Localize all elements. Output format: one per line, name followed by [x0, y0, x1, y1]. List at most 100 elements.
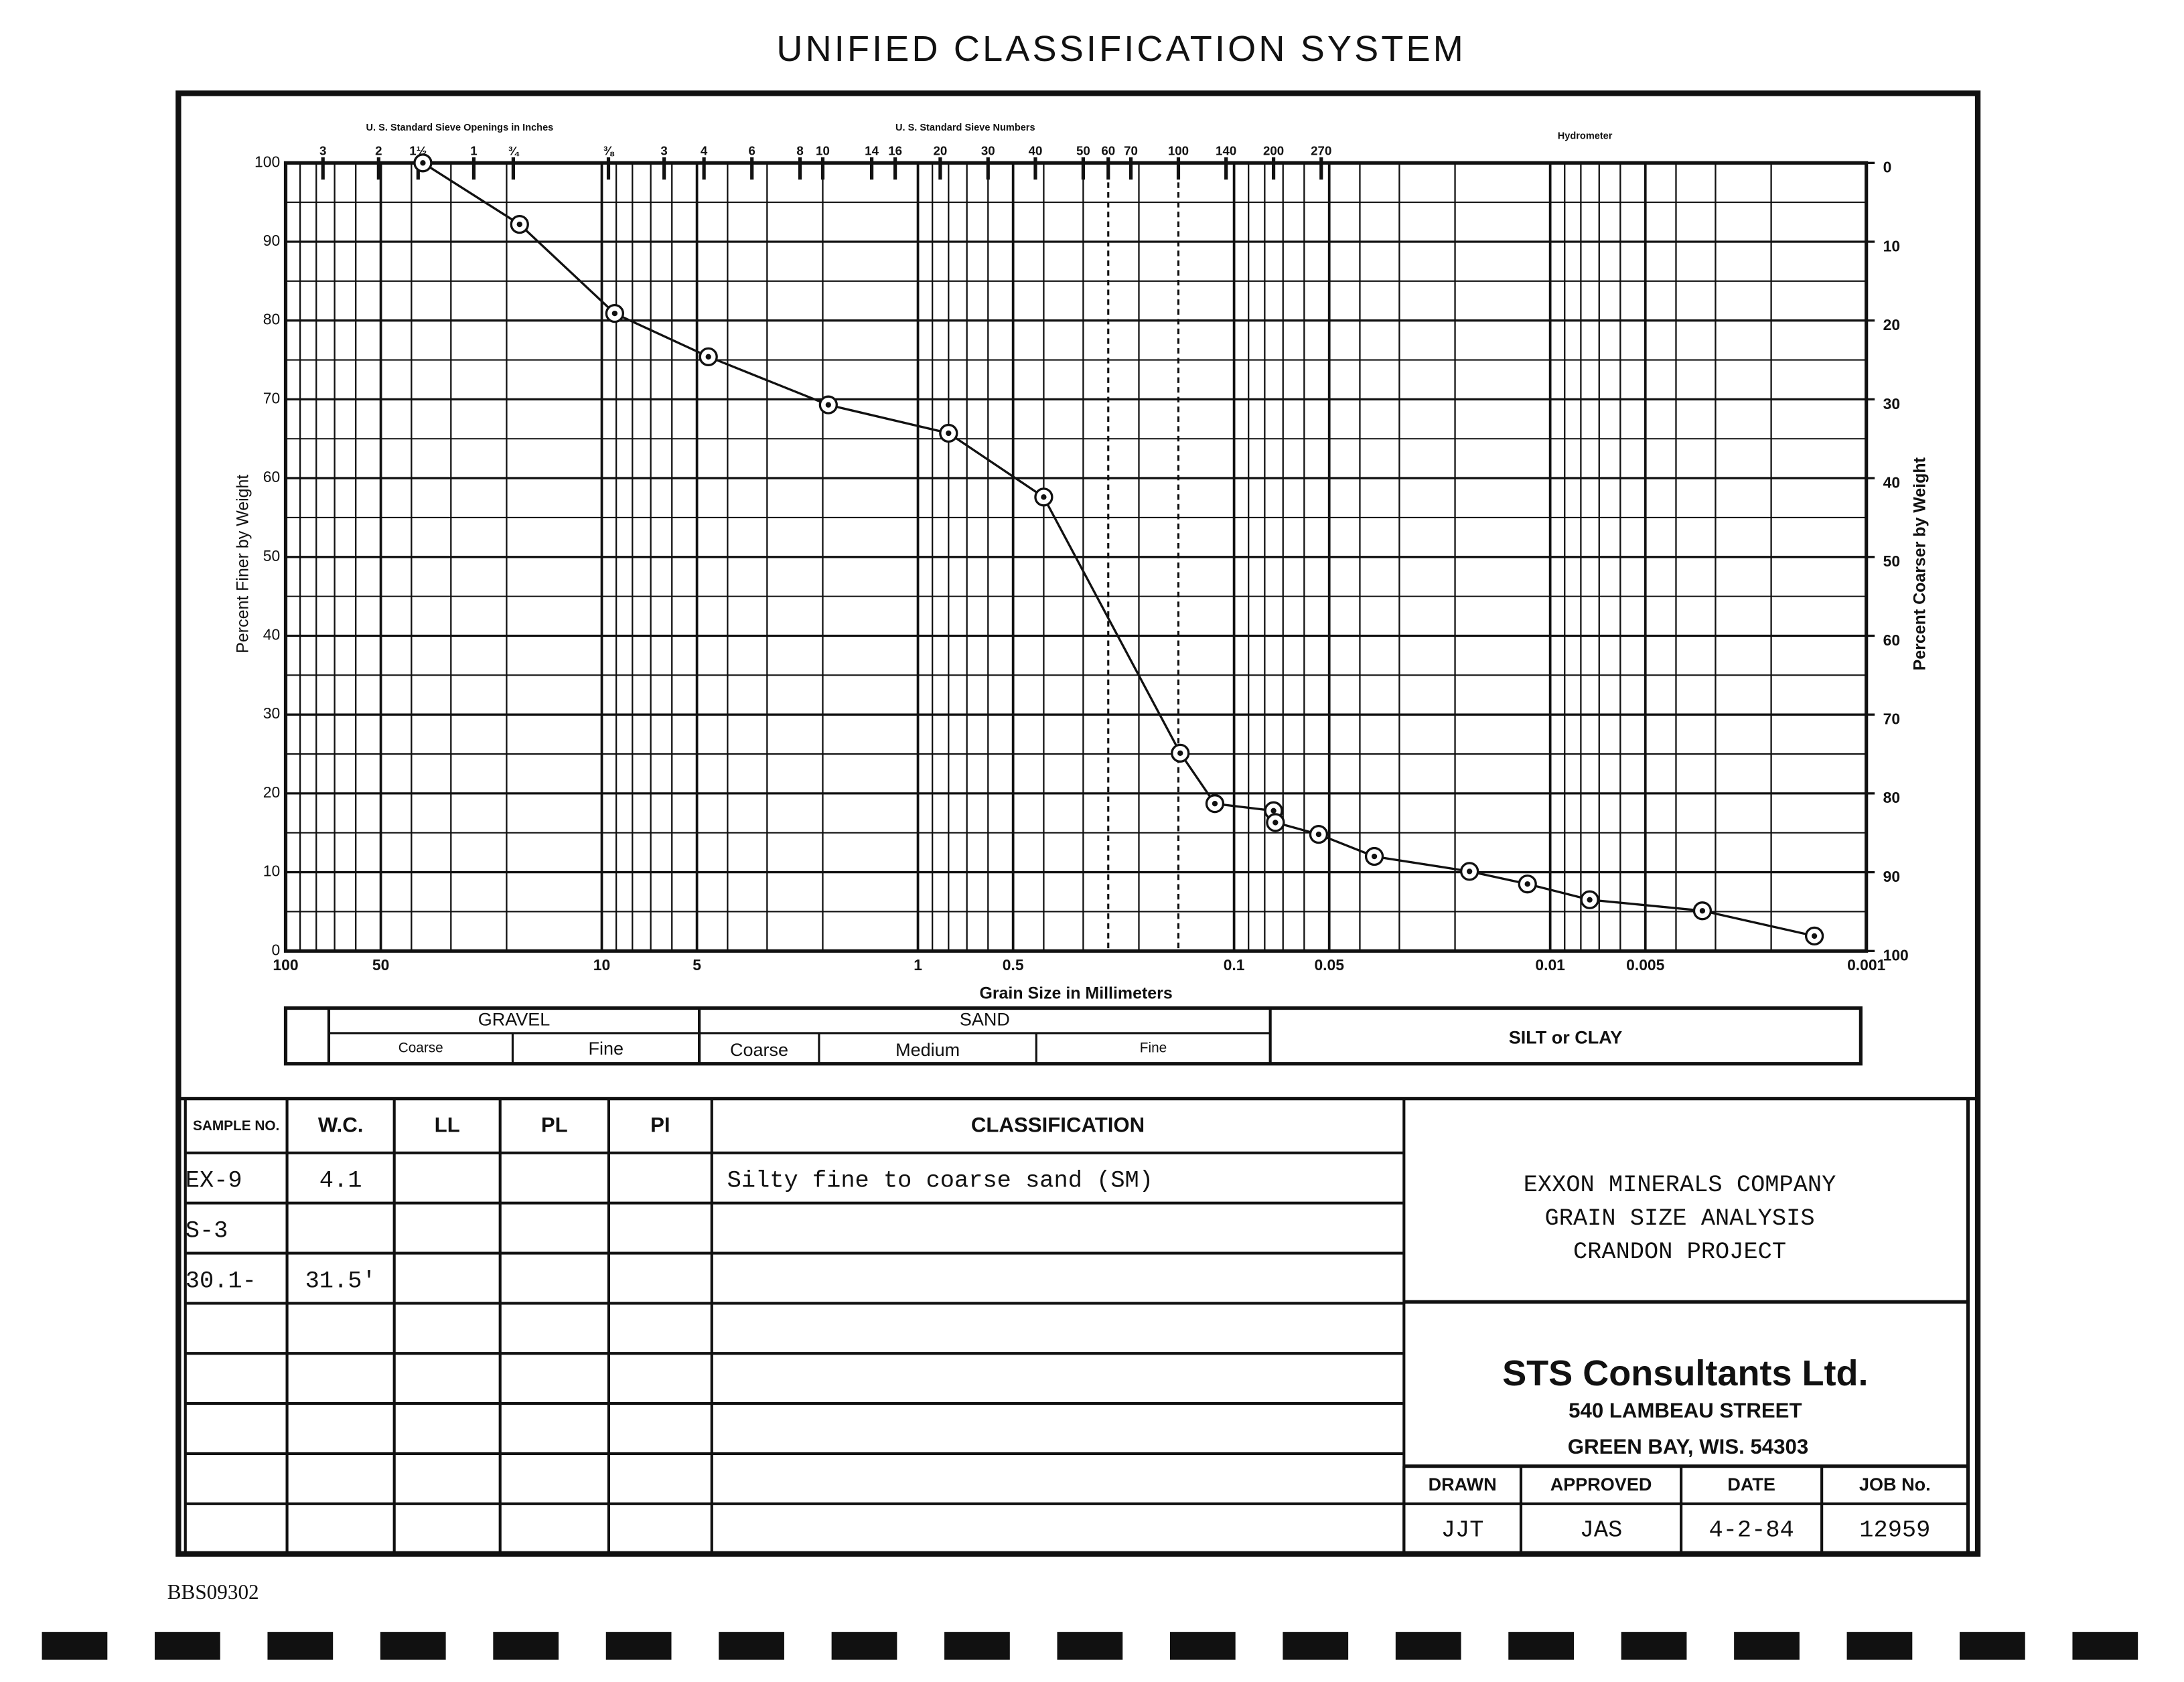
- film-mark: [831, 1632, 897, 1660]
- y-tick-label: 40: [263, 626, 280, 643]
- x2-axis-title: U. S. Standard Sieve Openings in Inches: [366, 123, 554, 133]
- footer-header: APPROVED: [1550, 1474, 1652, 1495]
- y2-axis-title: Percent Coarser by Weight: [1910, 457, 1929, 670]
- x-tick-label: 100: [273, 956, 298, 974]
- x2-tick-label: 3: [660, 144, 667, 158]
- plot-frame: [283, 161, 1869, 953]
- data-point: [1309, 824, 1329, 844]
- x-axis-title: Grain Size in Millimeters: [979, 984, 1172, 1002]
- table-cell: EX-9: [186, 1168, 242, 1195]
- point-dot: [1041, 494, 1047, 500]
- point-dot: [1177, 750, 1183, 757]
- film-mark: [1508, 1632, 1574, 1660]
- table-cell: 4.1: [319, 1168, 362, 1195]
- data-point: [1460, 862, 1479, 881]
- y-tick-label: 80: [263, 311, 280, 328]
- y2-tick-label: 80: [1883, 789, 1900, 806]
- column-header: W.C.: [318, 1114, 364, 1137]
- data-point: [1518, 874, 1537, 894]
- x2-tick-label: 3: [319, 144, 326, 158]
- gradation-curve: [422, 161, 1815, 937]
- x2-tick-label: 4: [701, 144, 708, 158]
- film-mark: [1283, 1632, 1349, 1660]
- x-tick-label: 0.01: [1535, 956, 1565, 974]
- x-tick-label: 0.001: [1847, 956, 1885, 974]
- film-mark: [1960, 1632, 2025, 1660]
- x2-tick-label: 40: [1029, 144, 1043, 158]
- y2-tick-label: 20: [1883, 316, 1900, 333]
- point-dot: [1272, 820, 1279, 826]
- y-tick-label: 30: [263, 704, 280, 722]
- x2-axis-title: U. S. Standard Sieve Numbers: [895, 123, 1035, 133]
- column-header: CLASSIFICATION: [971, 1114, 1145, 1137]
- column-header: PL: [541, 1114, 568, 1137]
- film-mark: [605, 1632, 672, 1660]
- x2-tick-label: 200: [1263, 144, 1284, 158]
- subclass-label: Fine: [1140, 1040, 1167, 1055]
- point-dot: [516, 221, 522, 228]
- data-point: [818, 395, 838, 414]
- table-cell: 30.1-: [186, 1268, 257, 1294]
- point-dot: [705, 354, 711, 360]
- column-header: SAMPLE NO.: [193, 1118, 279, 1134]
- y2-tick-label: 60: [1883, 631, 1900, 649]
- x2-tick-label: 30: [981, 144, 995, 158]
- point-dot: [1371, 853, 1378, 860]
- film-mark: [2072, 1632, 2138, 1660]
- y-tick-label: 10: [263, 862, 280, 880]
- x-tick-label: 5: [693, 956, 701, 974]
- subclass-label: Coarse: [730, 1040, 788, 1060]
- footer-header: DRAWN: [1429, 1474, 1497, 1495]
- class-band: [283, 1006, 1863, 1066]
- point-dot: [611, 310, 618, 317]
- x-tick-label: 0.05: [1314, 956, 1344, 974]
- film-mark: [493, 1632, 559, 1660]
- subclass-label: Fine: [588, 1039, 624, 1059]
- y2-tick-label: 10: [1883, 237, 1900, 254]
- x-tick-label: 0.1: [1224, 956, 1245, 974]
- x2-tick-label: 140: [1216, 144, 1236, 158]
- class-label: SAND: [960, 1009, 1010, 1029]
- y2-tick-label: 70: [1883, 710, 1900, 728]
- data-point: [1034, 487, 1053, 507]
- data-point: [413, 153, 433, 173]
- film-mark: [1169, 1632, 1236, 1660]
- point-dot: [1270, 808, 1277, 814]
- data-point: [699, 347, 718, 366]
- subclass-label: Medium: [895, 1040, 960, 1060]
- film-mark: [380, 1632, 446, 1660]
- consultant-city: GREEN BAY, WIS. 54303: [1568, 1435, 1808, 1458]
- film-mark: [719, 1632, 784, 1660]
- x2-tick-label: 6: [749, 144, 755, 158]
- data-point: [1266, 813, 1285, 832]
- data-point: [1364, 846, 1384, 866]
- footer-value: 12959: [1859, 1517, 1930, 1544]
- point-dot: [1587, 897, 1593, 903]
- y-tick-label: 60: [263, 468, 280, 485]
- y2-tick-label: 0: [1883, 159, 1892, 176]
- table-cell: 31.5': [305, 1268, 376, 1294]
- x2-tick-label: 50: [1076, 144, 1090, 158]
- point-dot: [1699, 908, 1706, 914]
- point-dot: [946, 430, 952, 437]
- film-mark: [944, 1632, 1010, 1660]
- y2-tick-label: 90: [1883, 868, 1900, 885]
- x-tick-label: 10: [593, 956, 610, 974]
- x2-tick-label: 60: [1101, 144, 1115, 158]
- consultant-name: STS Consultants Ltd.: [1502, 1353, 1868, 1393]
- x2-axis-title: Hydrometer: [1558, 131, 1613, 142]
- footer-header: DATE: [1727, 1474, 1775, 1495]
- footer-header: JOB No.: [1859, 1474, 1931, 1495]
- film-mark: [1734, 1632, 1800, 1660]
- y2-tick-label: 100: [1883, 947, 1909, 964]
- x-tick-label: 1: [914, 956, 922, 974]
- point-dot: [1315, 831, 1322, 838]
- data-point: [605, 303, 625, 323]
- film-mark: [1395, 1632, 1461, 1660]
- point-dot: [1212, 801, 1218, 807]
- y2-tick-label: 50: [1883, 552, 1900, 570]
- film-mark: [1846, 1632, 1913, 1660]
